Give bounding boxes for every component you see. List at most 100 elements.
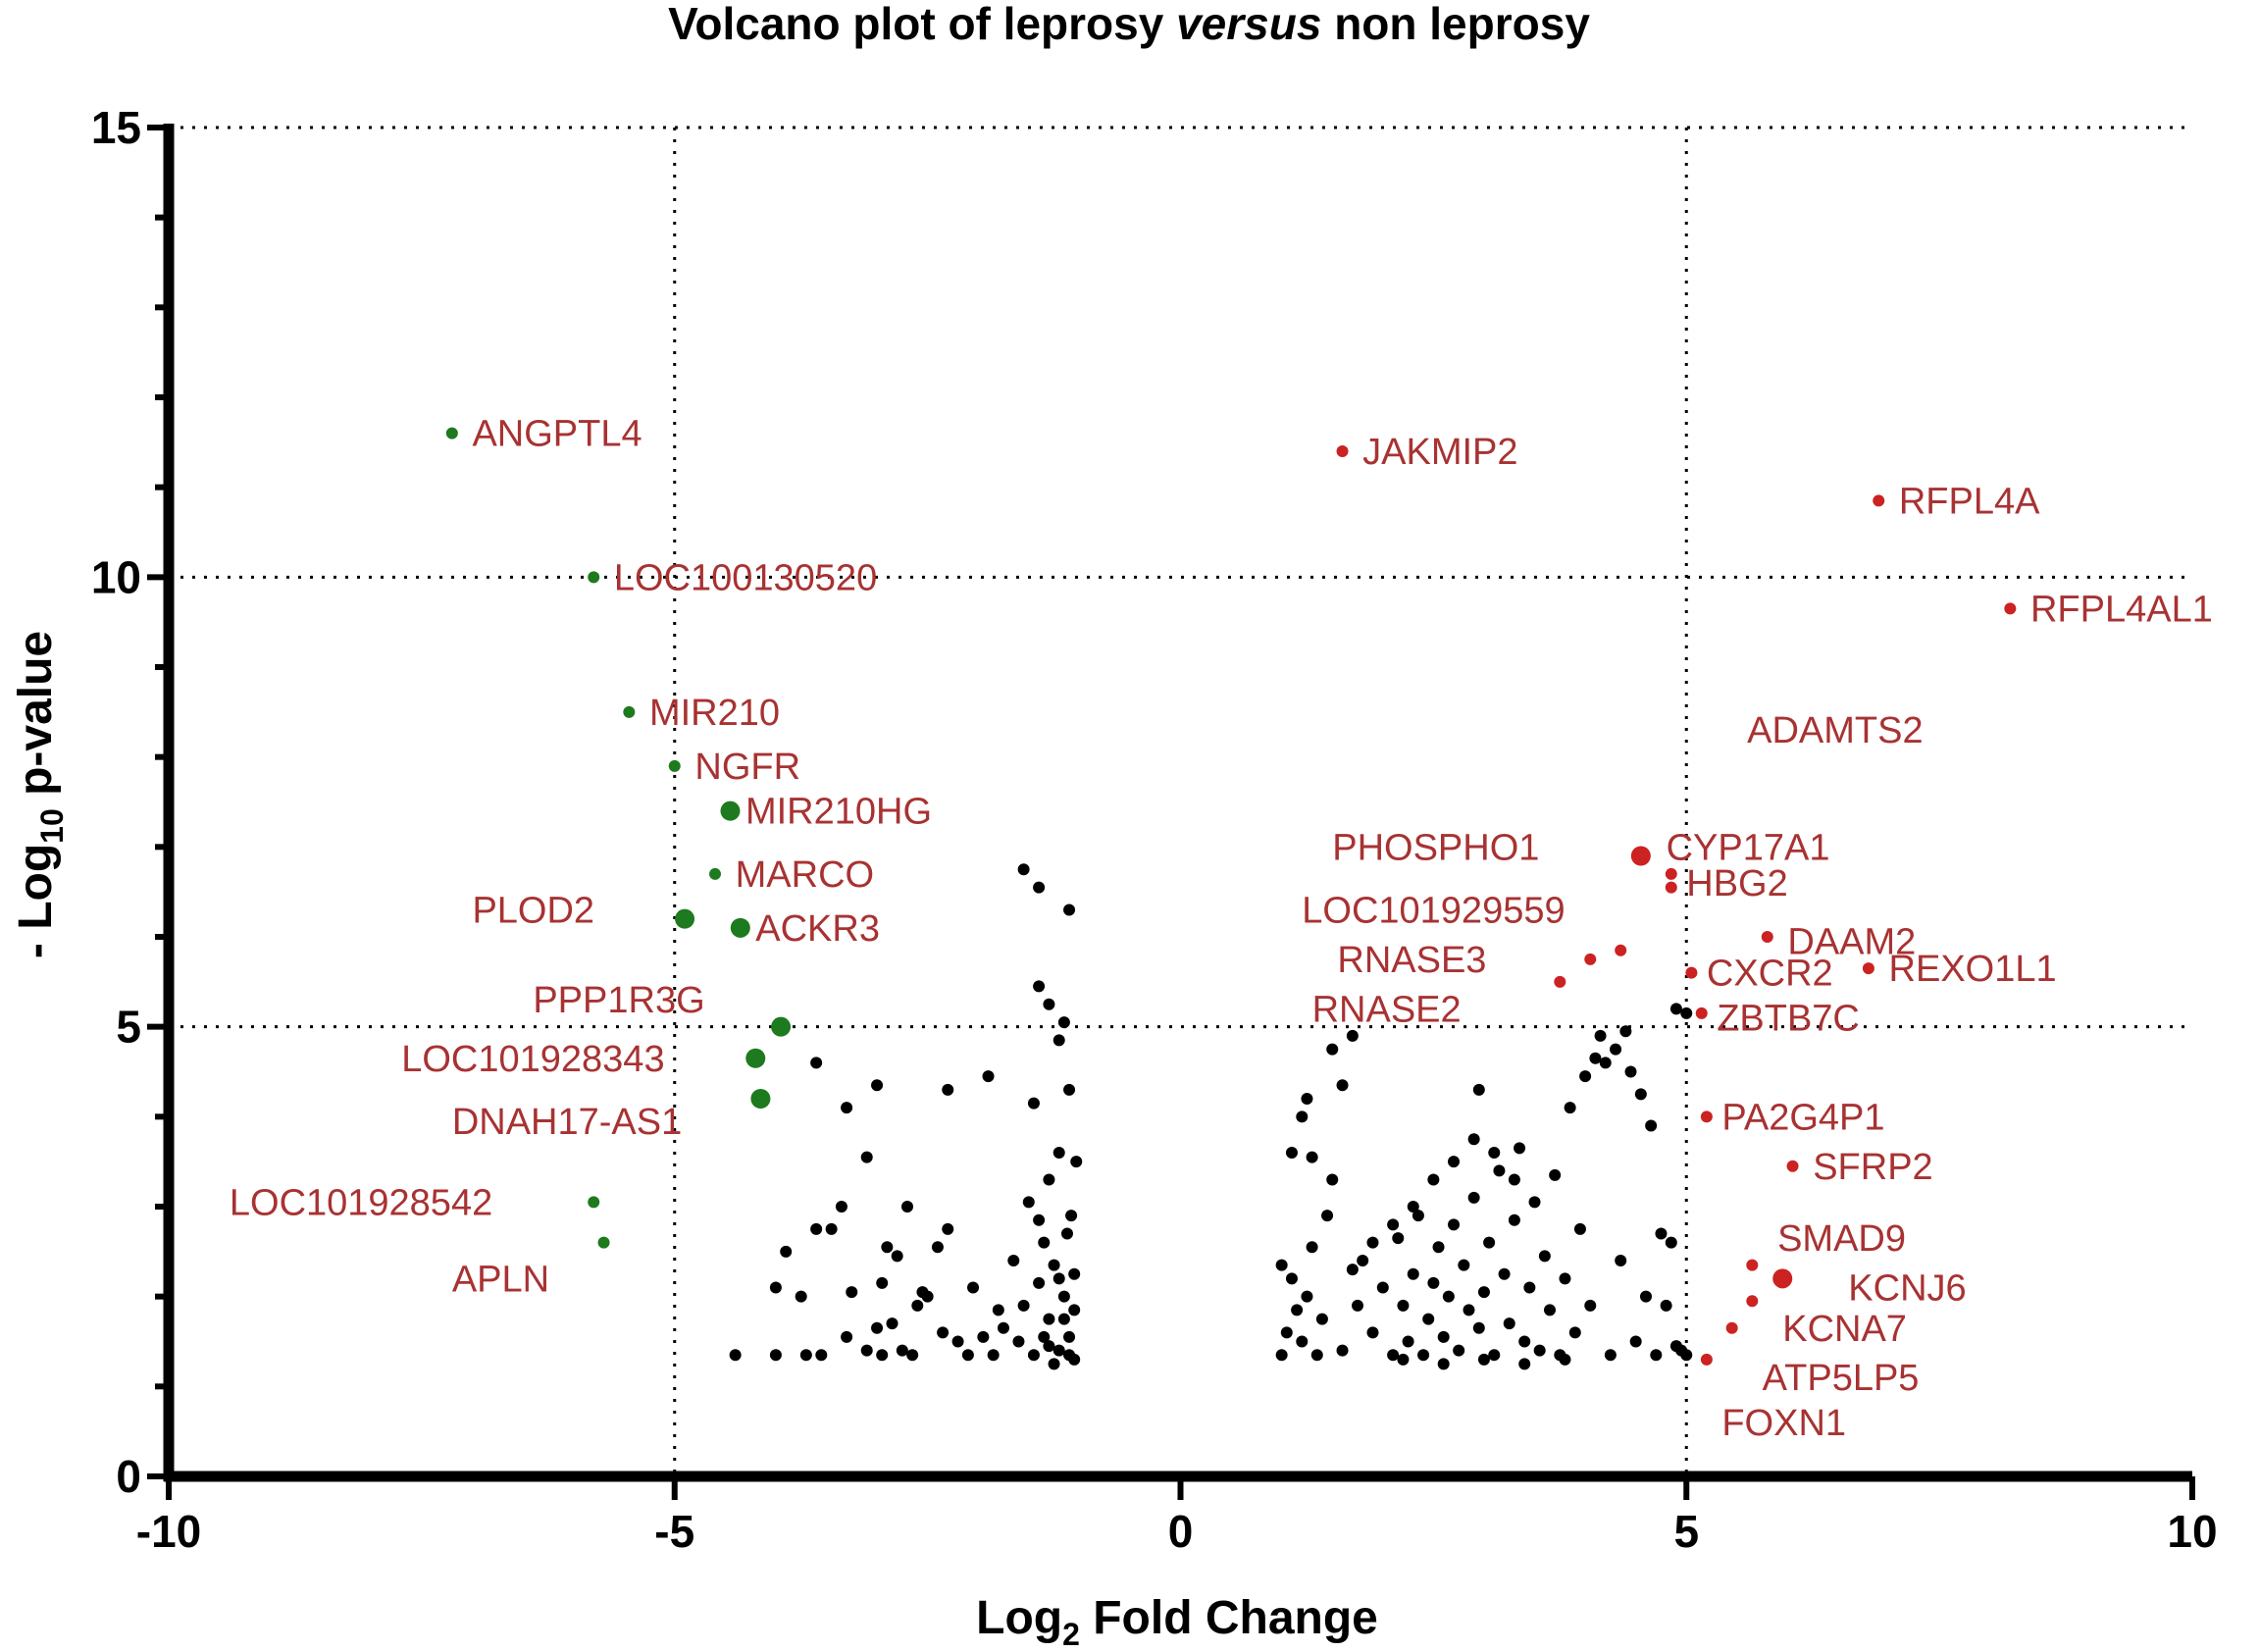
data-point-not-significant <box>1017 863 1030 876</box>
data-point-upregulated <box>2004 602 2017 615</box>
data-point-not-significant <box>1680 1007 1693 1019</box>
data-point-not-significant <box>1052 1272 1065 1285</box>
data-point-not-significant <box>799 1349 812 1362</box>
data-point-upregulated <box>1630 846 1651 866</box>
data-point-not-significant <box>1065 1210 1078 1222</box>
data-point-not-significant <box>1477 1353 1490 1366</box>
data-point-not-significant <box>1514 1142 1526 1155</box>
data-point-upregulated <box>1725 1321 1738 1334</box>
data-point-not-significant <box>942 1222 954 1235</box>
gene-label: PPP1R3G <box>533 980 704 1021</box>
data-point-not-significant <box>1564 1102 1576 1114</box>
gene-label: ANGPTL4 <box>472 414 642 455</box>
data-point-downregulated <box>720 800 741 821</box>
data-point-not-significant <box>1477 1286 1490 1299</box>
data-point-not-significant <box>1296 1110 1309 1123</box>
gene-label: CXCR2 <box>1707 954 1833 995</box>
gene-label: SFRP2 <box>1813 1147 1932 1188</box>
data-point-not-significant <box>1463 1304 1475 1316</box>
data-point-not-significant <box>1306 1241 1318 1254</box>
data-point-not-significant <box>1437 1330 1450 1343</box>
data-point-not-significant <box>1422 1313 1435 1325</box>
data-point-not-significant <box>1052 1344 1065 1357</box>
y-tick-label: 5 <box>116 1002 141 1053</box>
data-point-not-significant <box>942 1083 954 1096</box>
gene-label: LOC100130520 <box>614 557 877 598</box>
data-point-downregulated <box>668 759 681 772</box>
data-point-not-significant <box>1366 1236 1379 1249</box>
y-tick-label: 0 <box>116 1451 141 1502</box>
data-point-not-significant <box>1068 1353 1081 1366</box>
data-point-not-significant <box>846 1286 858 1299</box>
data-point-not-significant <box>769 1281 782 1294</box>
data-point-not-significant <box>810 1222 823 1235</box>
gene-label: ATP5LP5 <box>1763 1358 1920 1399</box>
data-point-not-significant <box>1387 1349 1400 1362</box>
data-point-not-significant <box>1043 1173 1055 1186</box>
data-point-not-significant <box>1573 1222 1586 1235</box>
data-point-not-significant <box>1027 1349 1040 1362</box>
data-point-upregulated <box>1584 953 1597 965</box>
data-point-not-significant <box>900 1201 913 1213</box>
gene-label: NGFR <box>694 747 800 788</box>
data-point-not-significant <box>825 1222 838 1235</box>
data-point-not-significant <box>1453 1344 1465 1357</box>
data-point-not-significant <box>1038 1330 1051 1343</box>
gene-label: LOC101929559 <box>1302 891 1565 932</box>
data-point-not-significant <box>1680 1349 1693 1362</box>
data-point-not-significant <box>1634 1088 1647 1101</box>
data-point-not-significant <box>921 1290 934 1303</box>
gene-label: RNASE2 <box>1312 989 1462 1030</box>
data-point-upregulated <box>1700 1353 1713 1366</box>
data-point-not-significant <box>1427 1276 1440 1289</box>
data-point-not-significant <box>1594 1029 1607 1042</box>
x-tick-label: -10 <box>136 1506 201 1557</box>
y-axis-title: - Log10 p-value <box>10 631 70 958</box>
data-point-downregulated <box>588 571 600 584</box>
data-point-not-significant <box>1068 1267 1081 1280</box>
data-point-not-significant <box>1458 1259 1470 1271</box>
data-point-not-significant <box>1650 1349 1663 1362</box>
data-point-not-significant <box>1508 1213 1520 1226</box>
data-point-not-significant <box>1402 1335 1414 1348</box>
data-point-not-significant <box>1060 1227 1073 1240</box>
data-point-not-significant <box>1619 1025 1632 1038</box>
data-point-not-significant <box>1615 1255 1627 1266</box>
axes: 0 5 10 15 -10 -5 0 5 10 <box>91 102 2218 1557</box>
data-point-not-significant <box>1669 1003 1682 1015</box>
gene-label: RNASE3 <box>1337 940 1486 981</box>
data-point-not-significant <box>951 1335 964 1348</box>
data-point-not-significant <box>1397 1353 1410 1366</box>
data-point-not-significant <box>1033 881 1046 894</box>
data-point-not-significant <box>1518 1335 1531 1348</box>
data-point-not-significant <box>1589 1052 1602 1064</box>
data-point-not-significant <box>1027 1097 1040 1110</box>
data-point-not-significant <box>1543 1304 1556 1316</box>
x-tick-label: 10 <box>2167 1506 2217 1557</box>
gene-label: DNAH17-AS1 <box>452 1102 682 1143</box>
data-point-not-significant <box>729 1349 742 1362</box>
data-point-not-significant <box>931 1241 944 1254</box>
data-point-not-significant <box>860 1344 873 1357</box>
gene-label: DAAM2 <box>1787 922 1916 963</box>
data-point-not-significant <box>1549 1168 1562 1181</box>
data-point-not-significant <box>1357 1255 1369 1266</box>
data-point-not-significant <box>1052 1147 1065 1159</box>
data-point-not-significant <box>1538 1250 1551 1263</box>
data-point-upregulated <box>1746 1295 1759 1308</box>
data-point-not-significant <box>1038 1236 1051 1249</box>
data-point-not-significant <box>891 1250 903 1263</box>
data-point-not-significant <box>1285 1147 1298 1159</box>
gene-label: FOXN1 <box>1721 1403 1846 1444</box>
data-point-not-significant <box>1352 1299 1364 1312</box>
data-point-not-significant <box>1063 903 1076 916</box>
gene-label: PA2G4P1 <box>1721 1097 1884 1138</box>
data-point-not-significant <box>1043 1340 1055 1353</box>
data-point-not-significant <box>1498 1267 1511 1280</box>
data-point-not-significant <box>1579 1070 1592 1083</box>
data-point-not-significant <box>769 1349 782 1362</box>
data-point-not-significant <box>1392 1232 1405 1245</box>
x-tick-label: -5 <box>654 1506 694 1557</box>
significant-points <box>445 427 2017 1366</box>
